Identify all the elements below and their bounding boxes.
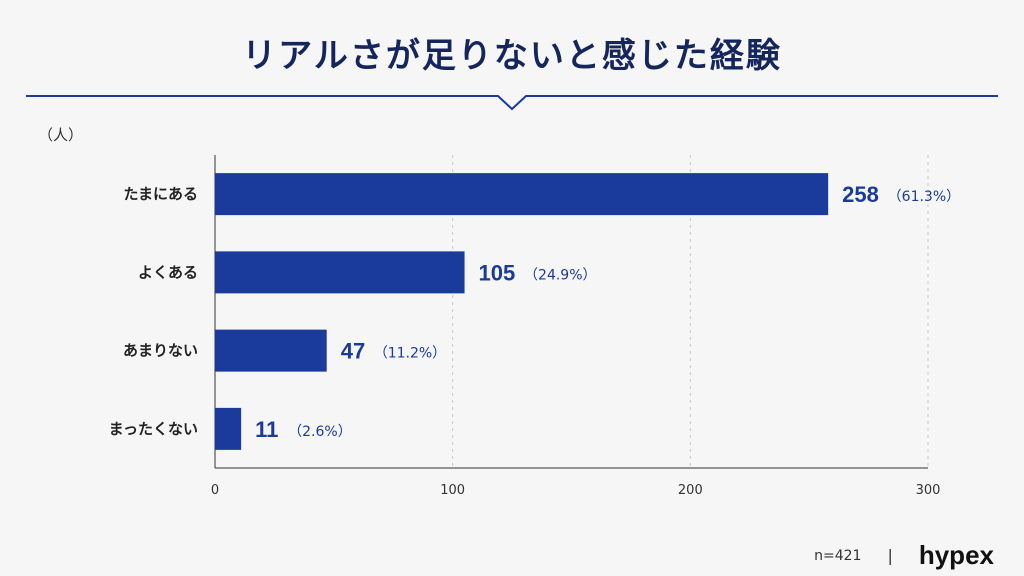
category-label: たまにある [123, 185, 198, 203]
percent-label: （11.2%） [374, 346, 446, 362]
percent-label: （2.6%） [288, 424, 352, 440]
value-label: 258 [842, 182, 879, 207]
category-label: まったくない [109, 420, 198, 438]
percent-label: （24.9%） [524, 267, 596, 283]
value-label: 47 [341, 339, 365, 364]
category-label: あまりない [123, 342, 198, 360]
x-tick-label: 100 [440, 483, 465, 498]
bar [215, 329, 327, 372]
value-label: 11 [255, 417, 278, 442]
title-divider [26, 95, 998, 111]
unit-label: （人） [38, 126, 84, 144]
footer-separator: | [887, 546, 893, 565]
brand-logo: hypex [918, 540, 994, 570]
bar [215, 251, 465, 294]
sample-size: n=421 [814, 547, 862, 564]
footer: n=421 | hypex [814, 540, 994, 571]
x-tick-label: 200 [678, 483, 703, 498]
category-label: よくある [138, 263, 198, 281]
x-tick-label: 300 [916, 483, 941, 498]
bar [215, 173, 829, 216]
chart-title: リアルさが足りないと感じた経験 [242, 36, 782, 76]
percent-label: （61.3%） [888, 189, 960, 205]
bar [215, 407, 242, 450]
value-label: 105 [479, 260, 516, 285]
x-tick-label: 0 [211, 483, 219, 498]
